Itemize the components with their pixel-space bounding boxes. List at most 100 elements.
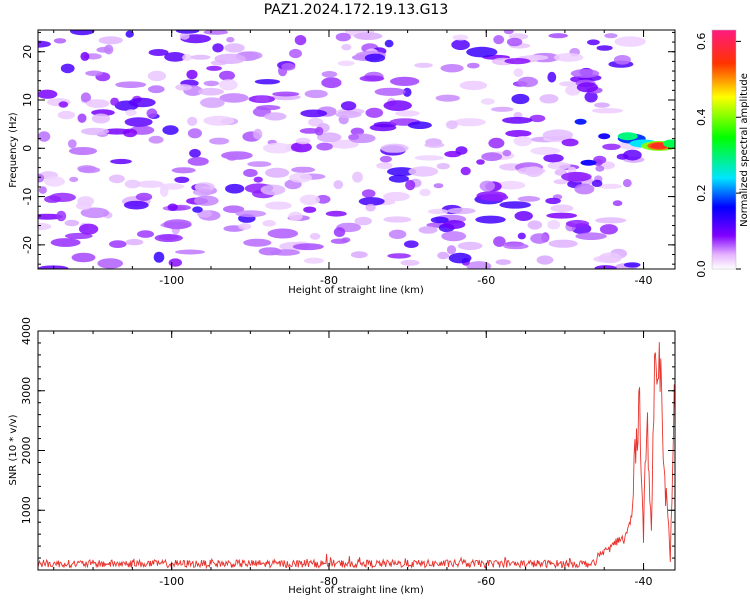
heatmap-blob [529,114,546,123]
heatmap-blob [452,34,469,41]
heatmap-blob [124,179,141,189]
heatmap-blob [122,128,138,138]
heatmap-blob [495,259,511,265]
heatmap-blob [499,201,531,209]
heatmap-blob [550,204,574,213]
colorbar-label: Normalized spectral amplitude [739,73,750,227]
heatmap-blob [514,211,533,221]
heatmap-blob [446,245,457,255]
heatmap-blob [419,188,431,197]
heatmap-blob [85,70,103,77]
heatmap-blob [361,189,376,198]
heatmap-blob [187,116,198,126]
heatmap-blob [187,157,209,166]
heatmap-blob [433,183,444,189]
heatmap-blob [451,39,470,50]
heatmap-blob [321,77,342,89]
heatmap-blob [341,237,351,243]
heatmap-blob [235,210,267,218]
heatmap-blob [570,69,600,78]
heatmap-marks [38,30,675,269]
heatmap-blob [123,200,149,210]
heatmap-blob [337,60,355,67]
snr-plot [38,342,675,570]
heatmap-blob [219,93,249,103]
heatmap-blob [447,207,476,215]
heatmap-peak-blob [580,159,597,166]
heatmap-blob [203,80,219,87]
heatmap-x-axis-label: Height of straight line (km) [288,285,424,296]
heatmap-blob [148,135,164,144]
heatmap-blob [190,54,211,60]
heatmap-blob [467,62,480,69]
heatmap-blob [365,107,384,118]
heatmap-blob [64,219,80,227]
heatmap-blob [214,53,246,64]
heatmap-blob [200,97,225,108]
heatmap-blob [316,142,333,151]
heatmap-blob [243,238,272,247]
heatmap-blob [595,217,627,224]
heatmap-blob [379,155,392,163]
heatmap-blob [175,30,200,34]
heatmap-blob [203,30,229,35]
heatmap-blob [505,130,532,137]
heatmap-blob [400,259,420,266]
heatmap-blob [58,101,69,108]
heatmap-blob [527,220,543,230]
heatmap-blob [254,79,280,85]
heatmap-blob [262,220,276,227]
heatmap-blob [265,201,292,210]
heatmap-blob [350,251,368,259]
heatmap-blob [300,109,328,118]
heatmap-blob [383,216,412,223]
heatmap-blob [383,100,412,111]
heatmap-blob [110,158,132,165]
heatmap-blob [436,163,450,170]
heatmap-blob [430,216,449,224]
y-tick-label: 0 [21,145,34,152]
heatmap-blob [340,101,357,111]
heatmap-blob [388,174,409,183]
y-tick-label: -20 [21,236,34,254]
x-tick-label: -100 [159,274,184,287]
heatmap-blob [167,203,178,211]
heatmap-blob [376,162,393,170]
heatmap-blob [466,261,492,269]
y-tick-label: 20 [21,45,34,59]
colorbar-tick-label: 0.4 [695,109,708,127]
heatmap-blob [395,110,420,117]
heatmap-peak-blob [598,133,611,140]
heatmap-blob [513,136,532,147]
x-tick-label: -80 [320,274,338,287]
x-tick-label: -60 [477,274,495,287]
heatmap-blob [574,183,595,195]
heatmap-blob [303,206,317,213]
heatmap-blob [504,58,531,65]
heatmap-blob [354,216,372,226]
heatmap-blob [60,63,75,74]
heatmap-blob [595,165,605,172]
heatmap-blob [137,230,154,238]
heatmap-blob [219,79,238,91]
heatmap-blob [67,139,77,149]
heatmap-blob [565,219,590,228]
x-tick-label: -80 [320,575,338,588]
heatmap-blob [548,239,578,248]
heatmap-blob [530,233,549,244]
heatmap-blob [384,39,394,48]
heatmap-peak-blob [663,139,675,148]
heatmap-blob [408,166,439,177]
heatmap-blob [110,97,119,106]
heatmap-blob [517,166,546,175]
snr-y-axis-label: SNR (10 * v/v) [8,414,19,485]
heatmap-blob [480,98,495,105]
heatmap-blob [91,113,111,124]
y-tick-label: 3000 [20,377,33,405]
heatmap-blob [325,210,347,217]
heatmap-blob [86,99,110,108]
heatmap-blob [174,176,190,183]
heatmap-blob [281,63,296,71]
colorbar-tick-label: 0.6 [695,33,708,51]
